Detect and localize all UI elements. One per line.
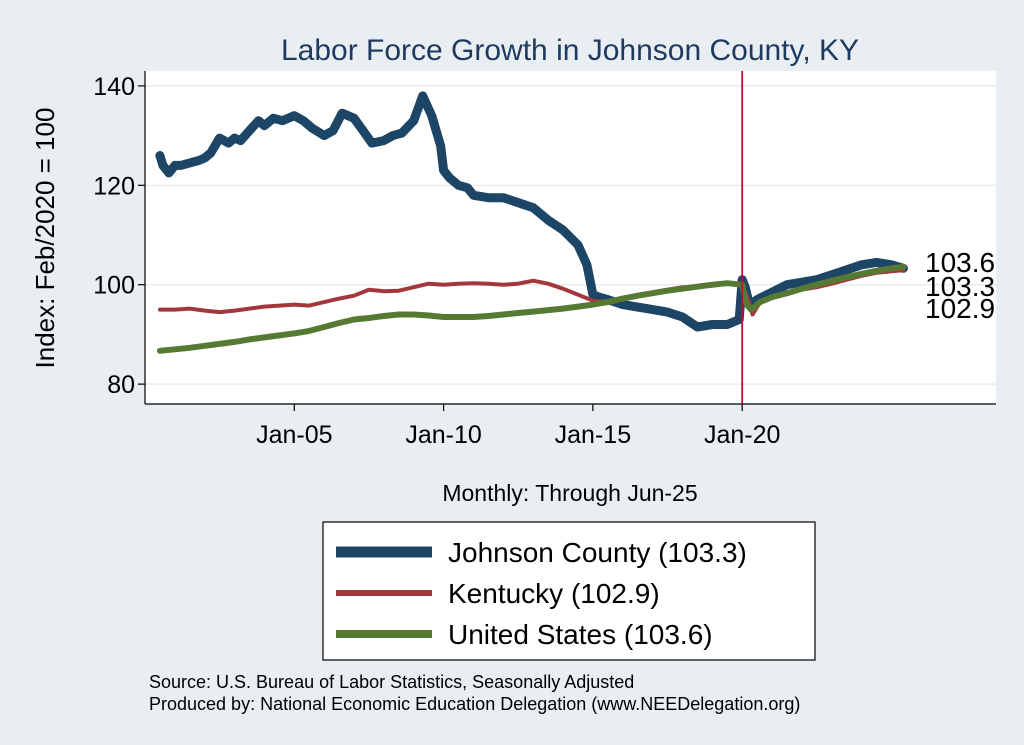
x-tick-label: Jan-20 bbox=[704, 421, 780, 449]
legend-label-united-states: United States (103.6) bbox=[448, 619, 713, 650]
x-tick-label: Jan-15 bbox=[555, 421, 631, 449]
source-note: Source: U.S. Bureau of Labor Statistics,… bbox=[149, 672, 634, 692]
legend: Johnson County (103.3) Kentucky (102.9) Un… bbox=[322, 521, 816, 661]
y-tick-label: 120 bbox=[93, 172, 135, 200]
y-tick-label: 140 bbox=[93, 73, 135, 101]
end-value-label: 103.3 bbox=[925, 271, 995, 302]
y-tick-label: 80 bbox=[107, 371, 135, 399]
y-axis-title: Index: Feb/2020 = 100 bbox=[30, 108, 60, 369]
series-group bbox=[155, 71, 908, 404]
series-line-united-states bbox=[156, 263, 907, 354]
gridlines bbox=[145, 85, 996, 385]
x-axis-title: Monthly: Through Jun-25 bbox=[442, 480, 697, 506]
produced-by-note: Produced by: National Economic Education… bbox=[149, 694, 800, 714]
legend-label-johnson-county: Johnson County (103.3) bbox=[448, 537, 747, 568]
end-value-label: 102.9 bbox=[925, 293, 995, 324]
x-tick-label: Jan-05 bbox=[256, 421, 332, 449]
legend-label-kentucky: Kentucky (102.9) bbox=[448, 578, 660, 609]
chart-title: Labor Force Growth in Johnson County, KY bbox=[281, 34, 859, 67]
end-value-label: 103.6 bbox=[925, 247, 995, 278]
x-tick-label: Jan-10 bbox=[405, 421, 481, 449]
y-tick-label: 100 bbox=[93, 272, 135, 300]
axes: 80 100 120 140 Jan-05 Jan-10 Jan-15 Jan-20 bbox=[93, 71, 996, 449]
